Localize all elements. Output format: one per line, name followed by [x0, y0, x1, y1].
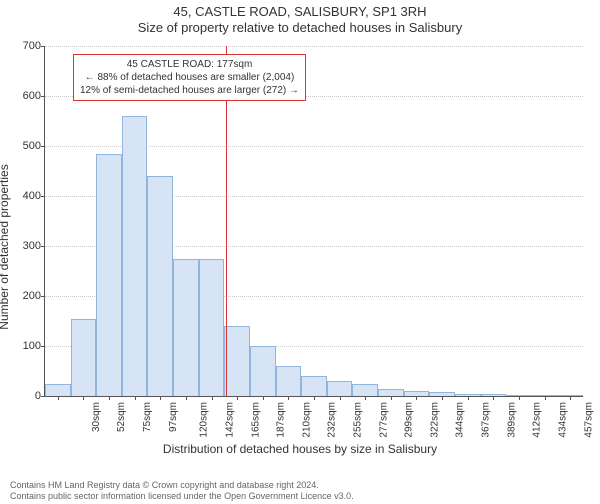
x-tick-mark [58, 396, 59, 400]
y-tick-label: 0 [11, 390, 41, 402]
x-tick-label: 142sqm [224, 402, 235, 438]
x-tick-label: 52sqm [116, 402, 127, 432]
x-tick-mark [468, 396, 469, 400]
histogram-bar [199, 259, 225, 397]
plot-area: 010020030040050060070030sqm52sqm75sqm97s… [44, 46, 583, 397]
y-tick-mark [41, 146, 45, 147]
annotation-line: ← 88% of detached houses are smaller (2,… [80, 71, 299, 84]
y-tick-mark [41, 46, 45, 47]
y-tick-mark [41, 396, 45, 397]
histogram-bar [250, 346, 276, 396]
y-tick-mark [41, 196, 45, 197]
histogram-bar [71, 319, 97, 397]
x-tick-mark [570, 396, 571, 400]
x-tick-label: 97sqm [168, 402, 179, 432]
x-tick-mark [109, 396, 110, 400]
x-tick-mark [263, 396, 264, 400]
histogram-bar [147, 176, 173, 396]
x-tick-label: 255sqm [353, 402, 364, 438]
histogram-bar [352, 384, 378, 397]
histogram-bar [173, 259, 199, 397]
histogram-bar [45, 384, 71, 397]
x-tick-label: 457sqm [583, 402, 594, 438]
x-tick-mark [160, 396, 161, 400]
x-tick-mark [212, 396, 213, 400]
histogram-bar [327, 381, 353, 396]
x-tick-mark [186, 396, 187, 400]
annotation-box: 45 CASTLE ROAD: 177sqm← 88% of detached … [73, 54, 306, 101]
x-tick-label: 344sqm [455, 402, 466, 438]
footer-line2: Contains public sector information licen… [10, 491, 590, 502]
x-tick-mark [519, 396, 520, 400]
x-tick-mark [416, 396, 417, 400]
gridline [45, 46, 583, 47]
chart-title-address: 45, CASTLE ROAD, SALISBURY, SP1 3RH [0, 4, 600, 19]
x-tick-label: 434sqm [558, 402, 569, 438]
histogram-bar [96, 154, 122, 397]
chart-title-sub: Size of property relative to detached ho… [0, 20, 600, 35]
histogram-bar [276, 366, 302, 396]
y-tick-label: 200 [11, 290, 41, 302]
x-tick-label: 120sqm [199, 402, 210, 438]
histogram-bar [378, 389, 404, 397]
histogram-bar [122, 116, 148, 396]
x-tick-label: 299sqm [404, 402, 415, 438]
x-tick-mark [314, 396, 315, 400]
x-tick-label: 389sqm [506, 402, 517, 438]
y-tick-label: 500 [11, 140, 41, 152]
x-tick-mark [365, 396, 366, 400]
x-tick-mark [237, 396, 238, 400]
x-tick-label: 367sqm [481, 402, 492, 438]
x-tick-label: 277sqm [378, 402, 389, 438]
x-tick-label: 210sqm [301, 402, 312, 438]
x-tick-mark [442, 396, 443, 400]
histogram-bar [224, 326, 250, 396]
y-tick-label: 400 [11, 190, 41, 202]
x-tick-label: 232sqm [327, 402, 338, 438]
x-tick-label: 75sqm [142, 402, 153, 432]
y-tick-mark [41, 296, 45, 297]
x-tick-mark [135, 396, 136, 400]
y-tick-label: 700 [11, 40, 41, 52]
footer-line1: Contains HM Land Registry data © Crown c… [10, 480, 590, 491]
y-axis-label: Number of detached properties [0, 147, 11, 347]
footer-attribution: Contains HM Land Registry data © Crown c… [10, 480, 590, 503]
y-tick-label: 100 [11, 340, 41, 352]
x-tick-label: 322sqm [429, 402, 440, 438]
y-tick-mark [41, 346, 45, 347]
chart-container: Number of detached properties 0100200300… [0, 40, 600, 460]
x-tick-mark [288, 396, 289, 400]
annotation-line: 45 CASTLE ROAD: 177sqm [80, 58, 299, 71]
y-tick-label: 600 [11, 90, 41, 102]
histogram-bar [301, 376, 327, 396]
x-tick-label: 412sqm [532, 402, 543, 438]
x-tick-mark [493, 396, 494, 400]
x-tick-mark [391, 396, 392, 400]
y-tick-mark [41, 96, 45, 97]
x-tick-label: 30sqm [91, 402, 102, 432]
y-tick-label: 300 [11, 240, 41, 252]
x-tick-mark [340, 396, 341, 400]
x-tick-mark [83, 396, 84, 400]
annotation-line: 12% of semi-detached houses are larger (… [80, 84, 299, 97]
x-tick-label: 187sqm [276, 402, 287, 438]
y-tick-mark [41, 246, 45, 247]
x-axis-label: Distribution of detached houses by size … [0, 442, 600, 456]
x-tick-mark [545, 396, 546, 400]
x-tick-label: 165sqm [250, 402, 261, 438]
